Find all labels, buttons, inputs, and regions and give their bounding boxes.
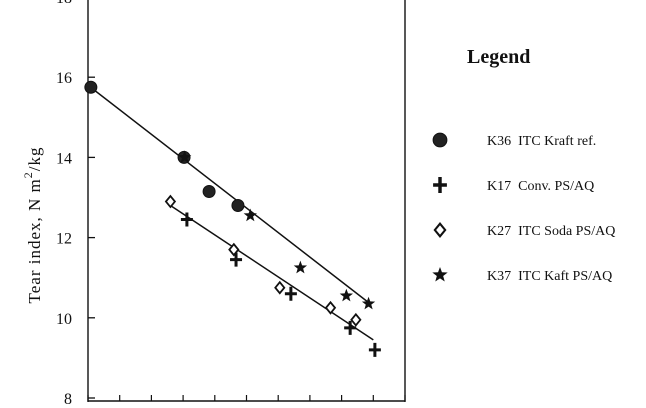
legend-entry-label: K37 ITC Kaft PS/AQ [487,269,612,284]
legend-marker-open-diamond [433,222,447,238]
plus-point [230,252,243,267]
open-diamond-point [228,242,240,257]
legend-entry-label: K27 ITC Soda PS/AQ [487,224,615,239]
axes [87,0,406,402]
y-tick-label: 10 [56,311,72,328]
legend-marker-filled-circle [432,132,448,148]
filled-circle-point [84,80,98,94]
filled-circle-point [202,184,216,198]
star-point [243,208,257,222]
y-axis-label: Tear index, N m2/kg [21,147,44,304]
open-diamond-point [274,280,286,295]
plus-point [180,212,193,227]
legend-marker-plus [433,176,447,194]
y-ticks: 8 10 12 14 16 18 [56,0,95,408]
plus-point [344,320,357,335]
legend-entry-label: K36 ITC Kraft ref. [487,134,596,149]
open-diamond-point [164,194,177,209]
plus-point [284,286,297,301]
legend-marker-star [432,266,448,282]
data-points [84,80,381,357]
y-tick-label: 18 [56,0,72,7]
legend: K36 ITC Kraft ref. K17 Conv. PS/AQ K27 ITC… [432,132,615,284]
star-point [361,296,376,310]
star-point [293,260,308,274]
y-tick-label: 12 [56,231,72,248]
plus-point [368,342,381,357]
y-tick-label: 8 [64,391,72,408]
open-diamond-point [324,300,337,315]
trend-line [87,84,371,305]
filled-circle-point [231,199,245,213]
open-diamond-point [350,312,362,327]
trend-lines [87,84,374,341]
legend-entry-label: K17 Conv. PS/AQ [487,179,594,194]
trend-line [170,204,374,341]
y-tick-label: 16 [56,70,72,87]
star-point [178,150,192,164]
star-point [339,288,354,302]
legend-title: Legend [467,46,530,68]
x-ticks [87,395,406,401]
y-tick-label: 14 [56,150,72,167]
